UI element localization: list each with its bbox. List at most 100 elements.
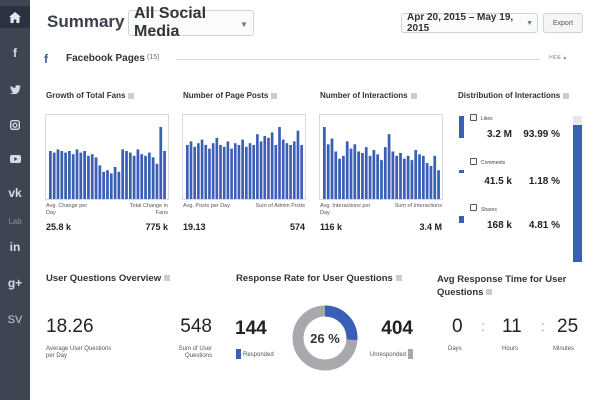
info-icon[interactable]: [563, 92, 570, 99]
info-icon[interactable]: [395, 275, 402, 282]
home-icon[interactable]: [0, 6, 30, 28]
comment-icon: [470, 158, 477, 165]
questions-title-text: User Questions Overview: [46, 273, 162, 284]
hours-value: 11: [502, 316, 522, 337]
interactions-left-value: 116 k: [320, 222, 343, 232]
distribution-title-text: Distribution of Interactions: [458, 91, 561, 100]
chart-bar: [364, 147, 368, 199]
chart-bar: [90, 154, 94, 199]
likes-bar: [459, 116, 464, 138]
likes-percent: 93.99 %: [523, 129, 560, 140]
chart-bar: [330, 138, 334, 199]
posts-right-value: 574: [289, 222, 305, 232]
fans-title-text: Growth of Total Fans: [46, 91, 126, 100]
chart-bar: [132, 155, 136, 199]
questions-title: User Questions Overview: [46, 273, 171, 284]
chart-bar: [144, 155, 147, 199]
chart-bar: [334, 151, 338, 199]
fans-right-caption: Total Change in Fans: [129, 203, 168, 216]
shares-label: Shares: [481, 207, 497, 213]
comments-value: 41.5 k: [484, 176, 512, 187]
likes-label: Likes: [481, 116, 493, 122]
youtube-icon[interactable]: [0, 148, 30, 170]
chevron-down-icon: ▼: [240, 20, 248, 29]
chart-bar: [222, 146, 226, 199]
info-icon[interactable]: [164, 275, 171, 282]
instagram-icon[interactable]: [0, 114, 30, 136]
responded-legend-swatch: [236, 349, 241, 359]
chart-bar: [368, 155, 372, 199]
chevron-down-icon: ▼: [526, 20, 533, 27]
chart-bar: [215, 137, 219, 199]
fans-chart: [45, 114, 169, 200]
info-icon[interactable]: [486, 289, 493, 296]
googleplus-icon[interactable]: g+: [7, 276, 23, 290]
interactions-title-text: Number of Interactions: [320, 91, 408, 100]
chart-bar: [349, 148, 353, 199]
days-value: 0: [452, 316, 463, 337]
sv-item[interactable]: SV: [7, 314, 23, 326]
questions-sum-value: 548: [180, 316, 212, 337]
info-icon[interactable]: [128, 92, 135, 99]
responded-label: Responded: [243, 352, 274, 358]
chart-bar: [219, 145, 222, 199]
chart-bar: [200, 139, 204, 199]
posts-chart: [182, 114, 306, 200]
questions-avg-value: 18.26: [46, 316, 94, 337]
chart-bar: [402, 158, 406, 199]
donut-responded-arc: [292, 305, 358, 371]
chart-bar: [121, 149, 125, 199]
export-button[interactable]: Export: [543, 13, 583, 33]
chart-bar: [87, 155, 90, 199]
date-range-picker[interactable]: Apr 20, 2015 – May 19, 2015 ▼: [401, 12, 538, 34]
chart-bar: [98, 165, 102, 199]
chart-bar: [289, 145, 292, 199]
facebook-icon[interactable]: f: [13, 46, 17, 60]
linkedin-icon[interactable]: in: [9, 240, 21, 254]
time-separator: :: [541, 318, 545, 334]
info-icon[interactable]: [410, 92, 417, 99]
comments-percent: 1.18 %: [528, 176, 560, 187]
chart-bar: [361, 152, 364, 199]
unresponded-value: 404: [381, 318, 413, 339]
chart-bar: [83, 151, 86, 199]
questions-sum-caption: Sum of User Questions: [178, 346, 212, 359]
comments-label: Comments: [481, 160, 506, 166]
chart-bar: [106, 170, 109, 199]
chart-bar: [252, 145, 256, 199]
questions-avg-caption: Average User Questions per Day: [46, 346, 112, 359]
label-item[interactable]: Lab: [8, 216, 22, 226]
hours-label: Hours: [502, 346, 519, 352]
bar-chart-svg: [323, 127, 440, 199]
chart-bar: [357, 151, 360, 199]
days-label: Days: [448, 346, 462, 352]
summary-label: Summary for: [47, 12, 152, 31]
chart-bar: [267, 137, 270, 199]
chart-bar: [155, 163, 159, 199]
chart-bar: [136, 149, 140, 199]
section-title: Facebook Pages: [66, 53, 145, 64]
interactions-right-caption: Sum of Interactions: [394, 203, 442, 209]
posts-panel-title: Number of Page Posts: [183, 91, 278, 100]
info-icon[interactable]: [271, 92, 278, 99]
chart-bar: [414, 150, 418, 199]
likes-share-fill: [573, 124, 582, 262]
chart-bar: [159, 127, 163, 199]
chart-bar: [326, 144, 330, 199]
twitter-icon[interactable]: [0, 78, 30, 100]
channel-select[interactable]: All Social Media ▼: [128, 5, 254, 40]
donut-percent-label: 26 %: [310, 331, 340, 346]
vk-icon[interactable]: vk: [8, 186, 22, 200]
chart-bar: [245, 146, 248, 199]
hide-section-link[interactable]: HIDE ▲: [549, 55, 568, 61]
chart-bar: [296, 130, 300, 199]
chart-bar: [248, 143, 252, 199]
channel-select-value: All Social Media: [134, 5, 207, 40]
chart-bar: [71, 154, 75, 199]
chart-bar: [79, 152, 83, 199]
response-rate-title-text: Response Rate for User Questions: [236, 273, 393, 284]
chart-bar: [345, 141, 349, 199]
chart-bar: [226, 141, 230, 199]
chart-bar: [211, 143, 215, 199]
fans-left-value: 25.8 k: [46, 222, 72, 232]
